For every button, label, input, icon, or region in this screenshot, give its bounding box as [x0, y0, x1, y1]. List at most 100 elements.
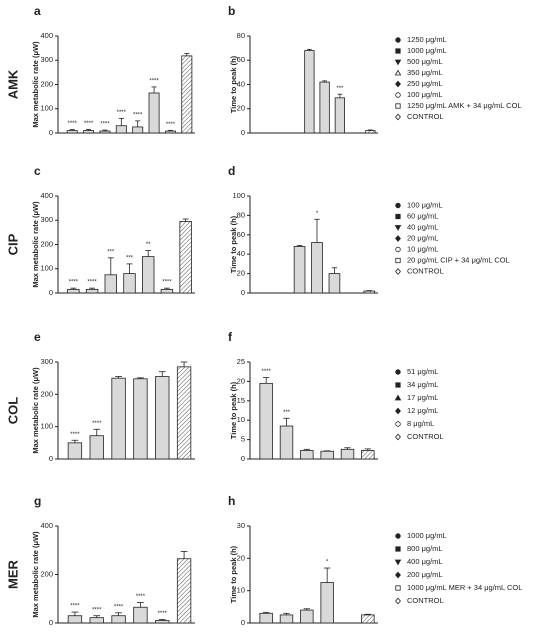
- bar: [164, 130, 176, 134]
- bar: [111, 615, 126, 624]
- bar: [361, 614, 375, 624]
- legend-label: 34 μg/mL: [407, 380, 438, 389]
- bar: [300, 609, 314, 624]
- legend-marker: [395, 202, 401, 209]
- y-tick-label: 100: [40, 422, 53, 431]
- bar: [259, 382, 273, 460]
- y-tick-label: 300: [40, 215, 53, 224]
- legend-marker: [395, 213, 401, 220]
- y-axis-title: Max metabolic rate (μW): [31, 201, 40, 288]
- legend-label: 17 μg/mL: [407, 393, 438, 402]
- row-label: CIP: [5, 233, 20, 255]
- legend-label: 51 μg/mL: [407, 367, 438, 376]
- legend-marker: [395, 268, 401, 275]
- legend-label: 12 μg/mL: [407, 406, 438, 415]
- y-tick-label: 20: [237, 269, 245, 278]
- significance: ****: [133, 112, 143, 118]
- y-tick-label: 0: [49, 288, 53, 297]
- y-tick-label: 0: [49, 618, 53, 627]
- bar: [83, 130, 95, 134]
- legend-label: 20 μg/mL: [407, 233, 438, 242]
- y-tick-label: 80: [237, 210, 245, 219]
- legend-marker: [395, 92, 401, 98]
- panel-letter: a: [34, 4, 41, 18]
- y-tick-label: 25: [237, 357, 245, 366]
- bar: [279, 614, 294, 624]
- legend-marker: [395, 235, 401, 242]
- y-tick-label: 100: [232, 191, 245, 200]
- legend-label: CONTROL: [407, 432, 444, 441]
- bar: [123, 273, 136, 294]
- y-tick-label: 0: [49, 454, 53, 463]
- legend-marker: [394, 69, 402, 76]
- legend-marker: [395, 48, 401, 54]
- bar: [104, 274, 117, 294]
- bar: [320, 450, 334, 460]
- y-tick-label: 30: [237, 521, 245, 530]
- legend-label: CONTROL: [407, 266, 444, 275]
- legend-label: 100 μg/mL: [407, 200, 443, 209]
- y-tick-label: 20: [237, 104, 245, 113]
- bar: [66, 130, 78, 134]
- panel-letter: g: [34, 494, 41, 508]
- legend-marker: [395, 382, 401, 388]
- y-tick-label: 10: [237, 586, 245, 595]
- y-tick-label: 0: [241, 454, 245, 463]
- significance: ****: [100, 122, 110, 128]
- y-tick-label: 0: [241, 618, 245, 627]
- legend-marker: [395, 597, 401, 605]
- legend-marker: [395, 80, 401, 88]
- bar: [365, 130, 376, 134]
- legend-label: 100 μg/mL: [407, 90, 443, 99]
- panel-letter: c: [34, 164, 41, 178]
- bar: [328, 273, 341, 294]
- significance: ****: [158, 611, 168, 617]
- significance: **: [146, 242, 151, 248]
- legend-label: 40 μg/mL: [407, 222, 438, 231]
- significance: ****: [117, 110, 127, 116]
- bar: [181, 55, 193, 134]
- bar: [148, 92, 160, 134]
- significance: ***: [283, 410, 291, 416]
- significance: ****: [114, 604, 124, 610]
- legend-marker: [394, 394, 402, 401]
- legend-marker: [395, 421, 401, 427]
- y-tick-label: 80: [237, 31, 245, 40]
- y-axis-title: Time to peak (h): [229, 381, 238, 439]
- legend-label: 1000 μg/mL: [407, 46, 447, 55]
- y-tick-label: 400: [40, 191, 53, 200]
- legend-label: CONTROL: [407, 112, 444, 121]
- significance: ****: [92, 607, 102, 613]
- bar: [115, 125, 127, 134]
- y-tick-label: 300: [40, 55, 53, 64]
- legend-marker: [395, 369, 401, 375]
- significance: ****: [149, 79, 159, 85]
- bar: [179, 221, 192, 294]
- significance: ****: [70, 432, 80, 438]
- legend-marker: [395, 546, 401, 552]
- y-tick-label: 15: [237, 396, 245, 405]
- significance: *: [326, 560, 329, 566]
- y-tick-label: 100: [40, 264, 53, 273]
- y-axis-title: Time to peak (h): [229, 55, 238, 113]
- significance: ****: [166, 122, 176, 128]
- legend-label: 20 μg/mL CIP + 34 μg/mL COL: [407, 255, 510, 264]
- legend-marker: [394, 559, 402, 566]
- significance: ****: [84, 121, 94, 127]
- bar: [67, 615, 83, 624]
- panel-letter: h: [228, 494, 235, 508]
- row-label: MER: [5, 559, 20, 589]
- significance: ***: [336, 86, 344, 92]
- bar: [155, 376, 170, 460]
- y-tick-label: 5: [241, 435, 245, 444]
- bar: [142, 256, 155, 294]
- bar: [89, 617, 104, 624]
- y-tick-label: 200: [40, 389, 53, 398]
- legend-marker: [395, 246, 401, 253]
- y-tick-label: 0: [241, 288, 245, 297]
- legend-marker: [395, 533, 401, 539]
- y-tick-label: 200: [40, 239, 53, 248]
- bar: [67, 442, 83, 460]
- panel-letter: e: [34, 330, 41, 344]
- legend-marker: [395, 433, 401, 441]
